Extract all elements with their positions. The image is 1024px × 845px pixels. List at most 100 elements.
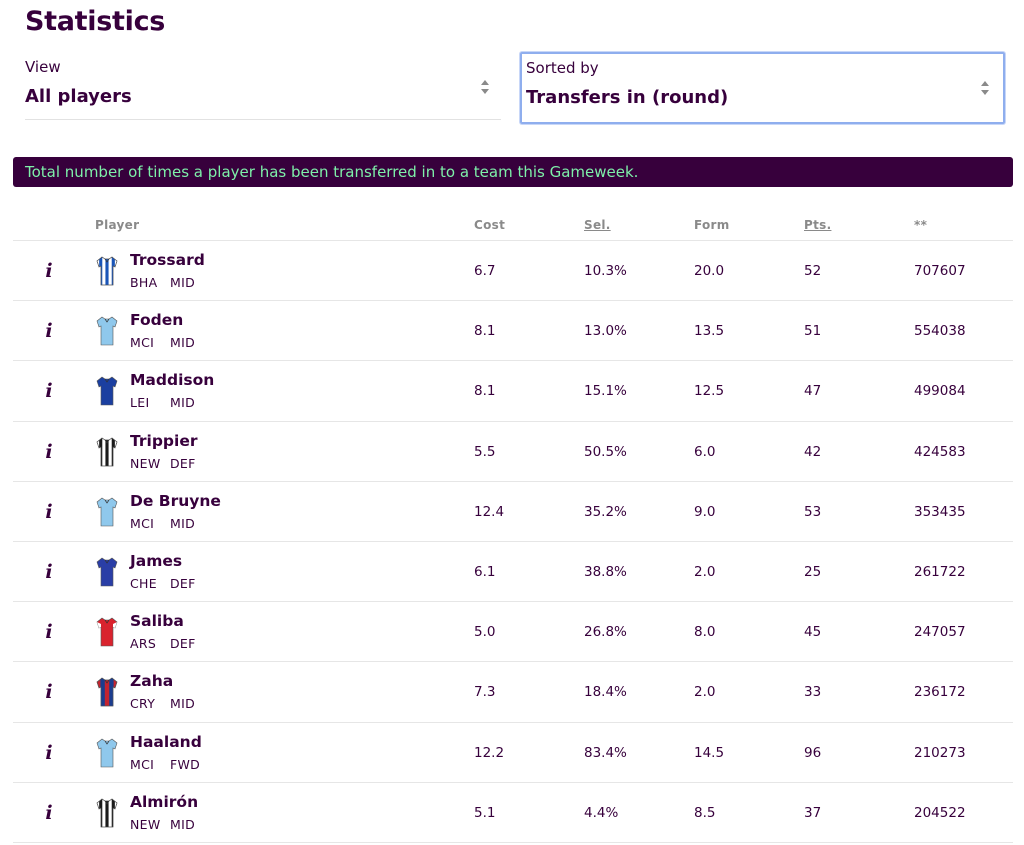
info-icon[interactable]: i: [45, 320, 53, 343]
player-transfers-in: 210273: [914, 744, 966, 761]
header-player: Player: [95, 218, 140, 232]
table-header: Player Cost Sel. Form Pts. **: [13, 210, 1013, 241]
header-sorted-stat: **: [914, 218, 928, 232]
table-row: i James CHE DEF 6.1 38.8% 2.0 25 261722: [13, 542, 1013, 603]
player-position: DEF: [170, 636, 196, 652]
player-cost: 5.1: [474, 804, 496, 821]
player-transfers-in: 204522: [914, 804, 966, 821]
player-form: 9.0: [694, 503, 716, 520]
player-cost: 8.1: [474, 383, 496, 400]
table-row: i Foden MCI MID 8.1 13.0% 13.5 51 554038: [13, 301, 1013, 362]
player-position: DEF: [170, 575, 196, 591]
info-icon[interactable]: i: [45, 741, 53, 764]
player-name[interactable]: Trossard: [130, 251, 205, 269]
sort-select-label: Sorted by: [526, 59, 599, 77]
table-row: i De Bruyne MCI MID 12.4 35.2% 9.0 53 35…: [13, 482, 1013, 542]
player-position: MID: [170, 335, 195, 351]
header-form: Form: [694, 218, 730, 232]
info-icon[interactable]: i: [45, 440, 53, 463]
select-arrows-icon: [481, 80, 489, 94]
player-position: MID: [170, 696, 195, 712]
player-team: LEI: [130, 395, 150, 411]
player-position: MID: [170, 515, 195, 531]
player-points: 96: [804, 744, 822, 761]
player-points: 37: [804, 804, 822, 821]
player-team: MCI: [130, 335, 155, 351]
player-points: 25: [804, 563, 822, 580]
info-icon[interactable]: i: [45, 500, 53, 523]
select-arrows-icon: [981, 81, 989, 95]
player-selected: 38.8%: [584, 563, 627, 580]
info-icon[interactable]: i: [45, 560, 53, 583]
table-row: i Haaland MCI FWD 12.2 83.4% 14.5 96 210…: [13, 723, 1013, 783]
team-shirt-icon: [96, 557, 118, 587]
player-name[interactable]: De Bruyne: [130, 491, 221, 510]
player-name[interactable]: Trippier: [130, 431, 198, 450]
table-row: i Almirón NEW MID 5.1 4.4% 8.5 37 204522: [13, 783, 1013, 843]
player-transfers-in: 236172: [914, 684, 966, 701]
player-team: NEW: [130, 455, 161, 471]
info-icon[interactable]: i: [45, 681, 53, 704]
sort-select-value[interactable]: Transfers in (round): [526, 87, 729, 108]
player-name[interactable]: Haaland: [130, 732, 202, 751]
player-team: ARS: [130, 636, 157, 652]
header-points[interactable]: Pts.: [804, 218, 832, 232]
player-name[interactable]: James: [130, 551, 183, 570]
info-icon[interactable]: i: [45, 380, 53, 403]
player-form: 20.0: [694, 263, 725, 279]
view-select-label: View: [25, 58, 61, 76]
player-name[interactable]: Maddison: [130, 371, 215, 390]
player-transfers-in: 424583: [914, 443, 966, 460]
info-icon[interactable]: i: [45, 621, 53, 644]
player-form: 6.0: [694, 443, 716, 460]
player-transfers-in: 247057: [914, 624, 966, 641]
player-team: CRY: [130, 696, 156, 712]
table-row: i Maddison LEI MID 8.1 15.1% 12.5 47 499…: [13, 361, 1013, 422]
player-points: 51: [804, 323, 822, 340]
player-cost: 5.5: [474, 443, 496, 460]
view-select[interactable]: View All players: [25, 52, 501, 120]
table-body: i Trossard BHA MID 6.7 10.3% 20.0 52 707…: [13, 241, 1013, 843]
view-select-value[interactable]: All players: [25, 86, 132, 107]
info-icon[interactable]: i: [45, 801, 53, 824]
player-name[interactable]: Zaha: [130, 672, 174, 691]
player-selected: 13.0%: [584, 323, 627, 340]
player-points: 42: [804, 443, 822, 460]
player-cost: 5.0: [474, 624, 496, 641]
player-position: DEF: [170, 455, 196, 471]
player-form: 14.5: [694, 744, 725, 761]
player-name[interactable]: Saliba: [130, 612, 184, 631]
sort-select[interactable]: Sorted by Transfers in (round): [520, 52, 1005, 124]
player-selected: 18.4%: [584, 684, 627, 701]
team-shirt-icon: [96, 738, 118, 767]
team-shirt-icon: [96, 677, 118, 707]
player-position: MID: [170, 275, 195, 290]
player-form: 12.5: [694, 383, 725, 400]
player-transfers-in: 499084: [914, 383, 966, 400]
table-row: i Zaha CRY MID 7.3 18.4% 2.0 33 236172: [13, 662, 1013, 723]
team-shirt-icon: [96, 497, 118, 527]
player-cost: 12.2: [474, 744, 505, 761]
player-cost: 6.1: [474, 563, 496, 580]
team-shirt-icon: [96, 377, 118, 406]
player-cost: 8.1: [474, 323, 496, 340]
player-team: MCI: [130, 756, 155, 772]
info-banner: Total number of times a player has been …: [13, 157, 1013, 187]
player-form: 8.5: [694, 804, 716, 821]
player-name[interactable]: Foden: [130, 311, 184, 330]
player-points: 53: [804, 503, 822, 520]
info-icon[interactable]: i: [45, 260, 53, 282]
player-position: MID: [170, 816, 195, 832]
team-shirt-icon: [96, 617, 118, 647]
player-transfers-in: 353435: [914, 503, 966, 520]
player-position: MID: [170, 395, 195, 411]
player-transfers-in: 707607: [914, 263, 966, 279]
team-shirt-icon: [96, 798, 118, 827]
player-selected: 50.5%: [584, 443, 627, 460]
player-selected: 10.3%: [584, 263, 627, 279]
team-shirt-icon: [96, 316, 118, 346]
player-team: BHA: [130, 275, 158, 290]
header-selected[interactable]: Sel.: [584, 218, 611, 232]
table-row: i Saliba ARS DEF 5.0 26.8% 8.0 45 247057: [13, 602, 1013, 663]
player-name[interactable]: Almirón: [130, 792, 199, 811]
